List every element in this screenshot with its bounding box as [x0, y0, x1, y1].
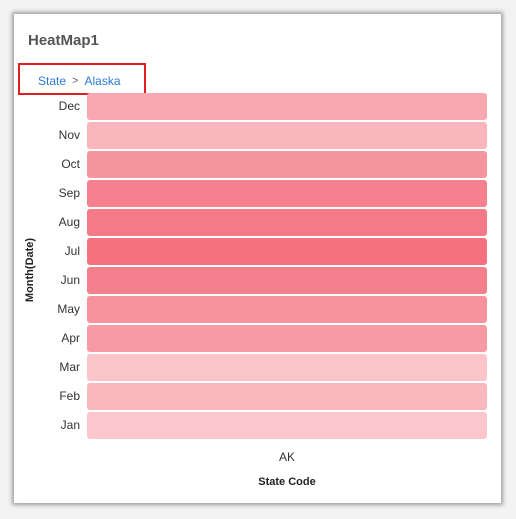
heatmap-cell-jan[interactable] [87, 412, 487, 439]
breadcrumb: State > Alaska [38, 74, 121, 88]
x-axis-title: State Code [87, 476, 487, 488]
y-tick-label-nov: Nov [40, 128, 80, 142]
heatmap-cell-aug[interactable] [87, 209, 487, 236]
y-tick-label-mar: Mar [40, 360, 80, 374]
breadcrumb-item-state[interactable]: State [38, 74, 66, 88]
y-tick-label-apr: Apr [40, 331, 80, 345]
breadcrumb-item-alaska[interactable]: Alaska [84, 74, 120, 88]
y-axis-title-wrapper: Month(Date) [20, 264, 40, 284]
widget-title: HeatMap1 [28, 32, 99, 49]
y-axis-title: Month(Date) [24, 220, 36, 320]
heatmap-cell-apr[interactable] [87, 325, 487, 352]
heatmap-plot [87, 93, 487, 441]
y-tick-label-oct: Oct [40, 157, 80, 171]
y-tick-label-jul: Jul [40, 244, 80, 258]
chevron-right-icon: > [72, 75, 78, 87]
heatmap-card: HeatMap1 State > Alaska Month(Date) Dec N… [14, 14, 501, 503]
heatmap-cell-feb[interactable] [87, 383, 487, 410]
y-tick-label-jun: Jun [40, 273, 80, 287]
y-tick-label-feb: Feb [40, 389, 80, 403]
y-tick-label-sep: Sep [40, 186, 80, 200]
heatmap-cell-jul[interactable] [87, 238, 487, 265]
y-tick-label-aug: Aug [40, 215, 80, 229]
y-tick-label-may: May [40, 302, 80, 316]
x-tick-label-ak: AK [87, 450, 487, 464]
heatmap-cell-may[interactable] [87, 296, 487, 323]
heatmap-cell-nov[interactable] [87, 122, 487, 149]
heatmap-cell-dec[interactable] [87, 93, 487, 120]
heatmap-cell-oct[interactable] [87, 151, 487, 178]
heatmap-cell-sep[interactable] [87, 180, 487, 207]
y-tick-label-jan: Jan [40, 418, 80, 432]
y-tick-label-dec: Dec [40, 99, 80, 113]
heatmap-cell-jun[interactable] [87, 267, 487, 294]
heatmap-cell-mar[interactable] [87, 354, 487, 381]
